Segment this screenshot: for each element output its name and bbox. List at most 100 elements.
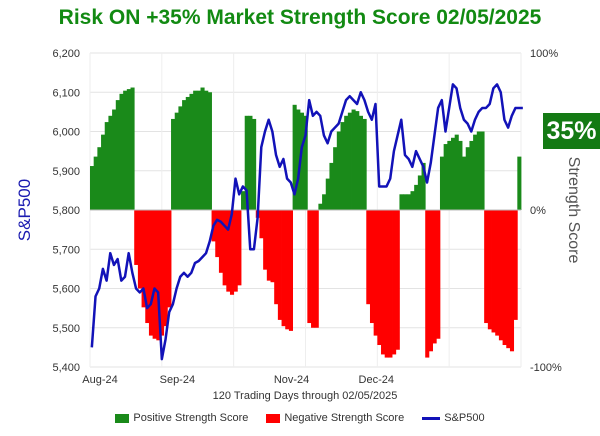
positive-strength-bar xyxy=(351,109,356,210)
legend: Positive Strength Score Negative Strengt… xyxy=(0,408,600,428)
positive-strength-bar xyxy=(130,87,135,210)
positive-strength-bar xyxy=(462,156,467,210)
negative-strength-bar xyxy=(148,210,154,336)
x-tick-label: Dec-24 xyxy=(359,374,394,386)
positive-strength-bar xyxy=(115,100,120,210)
positive-strength-bar xyxy=(358,115,363,210)
positive-strength-bar xyxy=(362,118,367,210)
positive-strength-bar xyxy=(248,115,253,210)
positive-strength-bar xyxy=(340,122,345,210)
positive-strength-bar xyxy=(480,131,485,210)
positive-strength-bar xyxy=(292,104,297,210)
positive-strength-bar xyxy=(90,166,95,210)
positive-strength-bar xyxy=(104,122,109,210)
negative-strength-bar xyxy=(311,210,316,328)
negative-strength-bar xyxy=(392,210,397,355)
positive-strength-bar xyxy=(174,112,179,210)
positive-strength-bar xyxy=(443,144,448,210)
negative-strength-bar xyxy=(395,210,400,350)
left-tick-label: 5,700 xyxy=(52,244,80,256)
strength-bars xyxy=(90,87,522,358)
negative-strength-bar xyxy=(229,210,235,295)
negative-strength-bar xyxy=(141,210,146,308)
negative-strength-bar xyxy=(266,210,271,281)
negative-strength-bar xyxy=(381,210,386,355)
left-axis-label: S&P500 xyxy=(15,179,34,241)
positive-strength-bar xyxy=(451,137,456,210)
left-tick-label: 5,500 xyxy=(52,323,80,335)
negative-strength-bar xyxy=(159,210,165,336)
positive-strength-bar xyxy=(93,156,98,210)
negative-strength-bar xyxy=(215,210,220,258)
positive-strength-bar xyxy=(200,87,205,210)
negative-strength-bar xyxy=(307,210,312,324)
negative-strength-bar xyxy=(288,210,293,331)
negative-strength-bar xyxy=(366,210,371,305)
positive-strength-bar xyxy=(403,194,408,210)
right-tick-label: 100% xyxy=(530,48,558,60)
legend-item-negative: Negative Strength Score xyxy=(266,412,404,424)
positive-strength-bar xyxy=(439,156,445,210)
positive-strength-bar xyxy=(473,134,478,210)
positive-strength-bar xyxy=(126,89,131,210)
positive-strength-bar xyxy=(347,112,352,210)
legend-label-positive: Positive Strength Score xyxy=(133,412,249,424)
positive-strength-bar xyxy=(207,92,212,210)
chart-title: Risk ON +35% Market Strength Score 02/05… xyxy=(58,6,542,29)
negative-strength-bar xyxy=(137,210,142,289)
positive-strength-bar xyxy=(97,147,102,210)
negative-strength-bar xyxy=(491,210,496,333)
left-tick-label: 5,600 xyxy=(52,284,80,296)
positive-strength-bar xyxy=(406,194,411,210)
positive-strength-bar xyxy=(185,96,190,210)
positive-strength-bar xyxy=(119,93,124,210)
positive-strength-bar xyxy=(182,100,187,210)
positive-strength-bar xyxy=(189,93,194,210)
x-tick-label: Nov-24 xyxy=(274,374,309,386)
left-tick-label: 5,900 xyxy=(52,166,80,178)
negative-strength-bar xyxy=(425,210,430,358)
negative-strength-bar xyxy=(502,210,507,346)
negative-strength-bar xyxy=(233,210,238,292)
positive-strength-bar xyxy=(325,178,330,210)
negative-strength-bar xyxy=(281,210,286,327)
x-tick-label: Aug-24 xyxy=(82,374,117,386)
negative-strength-bar xyxy=(222,210,227,286)
left-tick-label: 6,100 xyxy=(52,87,80,99)
left-tick-label: 5,400 xyxy=(52,362,80,374)
positive-strength-bar xyxy=(296,109,301,210)
negative-strength-bar xyxy=(377,210,382,346)
positive-strength-bar xyxy=(303,115,308,210)
negative-strength-bar xyxy=(373,210,378,336)
positive-strength-bar xyxy=(244,115,249,210)
negative-strength-bar xyxy=(388,210,393,358)
positive-strength-bar xyxy=(193,90,198,210)
negative-strength-bar xyxy=(513,210,518,320)
right-axis-ticks: 100% 0% -100% xyxy=(530,48,562,374)
sp500-line xyxy=(90,83,523,361)
negative-strength-bar xyxy=(432,210,437,344)
negative-strength-bar xyxy=(369,210,375,324)
positive-strength-bar xyxy=(454,134,459,210)
negative-strength-bar xyxy=(156,210,161,341)
x-axis-label: 120 Trading Days through 02/05/2025 xyxy=(213,390,398,402)
negative-strength-bar xyxy=(384,210,389,358)
positive-strength-bar xyxy=(336,131,341,210)
positive-strength-bar xyxy=(329,162,334,210)
x-tick-label: Sep-24 xyxy=(160,374,195,386)
legend-swatch-positive xyxy=(115,413,130,423)
positive-strength-bar xyxy=(252,118,257,210)
left-axis-ticks: 5,400 5,500 5,600 5,700 5,800 5,900 6,000 6,100… xyxy=(52,48,80,374)
current-score-badge: 35% xyxy=(543,113,600,149)
negative-strength-bar xyxy=(436,210,441,339)
positive-strength-bar xyxy=(318,203,323,210)
negative-strength-bar xyxy=(428,210,433,352)
negative-strength-bar xyxy=(218,210,224,273)
negative-strength-bar xyxy=(509,210,515,352)
positive-strength-bar xyxy=(476,131,481,210)
legend-label-sp500: S&P500 xyxy=(444,412,485,424)
negative-strength-bar xyxy=(263,210,268,270)
legend-item-positive: Positive Strength Score xyxy=(115,412,248,424)
negative-strength-bar xyxy=(145,210,150,324)
